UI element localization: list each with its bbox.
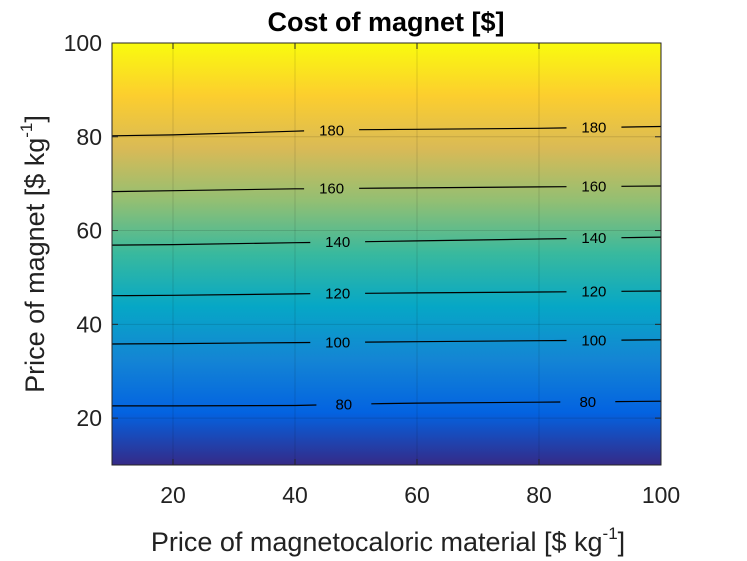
y-axis-label: Price of magnet [$ kg-1] xyxy=(17,115,50,393)
y-tick-label: 80 xyxy=(76,124,102,150)
contour-label-100: 100 xyxy=(325,334,350,351)
contour-line-140 xyxy=(365,238,567,243)
y-tick-label: 100 xyxy=(64,30,102,56)
contour-label-80: 80 xyxy=(335,396,352,413)
contour-labels: 80 80 100 100 120 120 140 140 160 160 180 180 xyxy=(319,119,606,413)
x-tick-label: 40 xyxy=(282,482,308,508)
x-axis-label: Price of magnetocaloric material [$ kg-1… xyxy=(151,524,625,557)
contour-label-160: 160 xyxy=(581,179,606,196)
y-tick-label: 40 xyxy=(76,311,102,337)
contour-line-160 xyxy=(111,188,305,193)
contour-label-160: 160 xyxy=(319,181,344,198)
contour-line-120 xyxy=(365,291,567,294)
contour-line-100 xyxy=(365,339,567,343)
contour-line-160 xyxy=(359,186,567,189)
axis-ticks: 20 40 60 80 100 20 40 60 80 100 xyxy=(64,30,681,508)
contour-label-140: 140 xyxy=(325,234,350,251)
x-tick-label: 100 xyxy=(642,482,680,508)
y-tick-label: 60 xyxy=(76,218,102,244)
contour-label-180: 180 xyxy=(319,122,344,139)
x-tick-label: 60 xyxy=(404,482,430,508)
contour-label-100: 100 xyxy=(581,332,606,349)
contour-label-120: 120 xyxy=(325,286,350,303)
contour-label-180: 180 xyxy=(581,119,606,136)
contour-line-80 xyxy=(371,401,561,405)
x-tick-label: 20 xyxy=(160,482,186,508)
contour-label-140: 140 xyxy=(581,230,606,247)
contour-label-80: 80 xyxy=(579,394,596,411)
y-tick-label: 20 xyxy=(76,405,102,431)
contour-line-140 xyxy=(621,236,662,239)
contour-line-120 xyxy=(111,293,311,297)
contour-line-180 xyxy=(621,125,662,128)
chart-title: Cost of magnet [$] xyxy=(267,7,504,37)
contour-line-180 xyxy=(359,127,567,131)
contour-lines xyxy=(111,125,662,407)
contour-label-120: 120 xyxy=(581,284,606,301)
contour-line-80 xyxy=(112,404,317,407)
heatmap-area xyxy=(112,43,661,465)
contour-line-140 xyxy=(111,241,311,246)
plot-frame xyxy=(111,42,662,466)
x-tick-label: 80 xyxy=(526,482,552,508)
contour-line-100 xyxy=(111,341,311,345)
contour-line-180 xyxy=(111,130,305,137)
